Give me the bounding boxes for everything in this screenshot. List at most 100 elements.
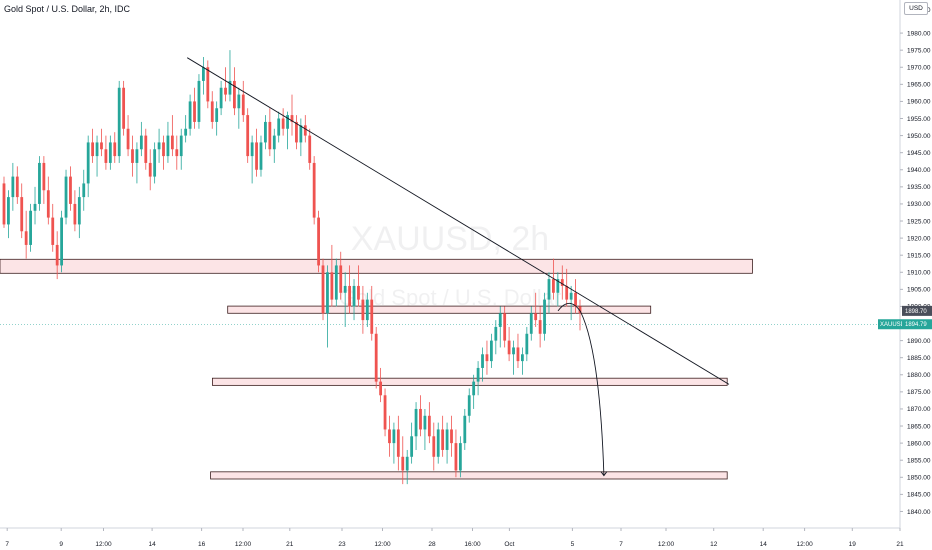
- projection-path[interactable]: [557, 302, 605, 476]
- candle-body: [24, 231, 28, 245]
- x-tick-label: 12: [710, 541, 718, 548]
- candle-body: [534, 313, 538, 321]
- candle: [334, 258, 338, 307]
- currency-button[interactable]: USD: [904, 2, 928, 15]
- candle: [507, 326, 511, 362]
- candle-body: [38, 162, 41, 204]
- candle-body: [321, 265, 325, 314]
- candle: [20, 183, 24, 239]
- last-price-value: 1894.79: [905, 322, 927, 328]
- candle-body: [383, 395, 387, 430]
- candle: [113, 132, 117, 163]
- candle-body: [352, 285, 356, 307]
- x-tick-label: 14: [760, 541, 768, 548]
- candle-body: [281, 118, 285, 129]
- candle-body: [46, 190, 50, 218]
- candle-body: [51, 217, 55, 245]
- candle-body: [64, 176, 68, 218]
- candle-body: [188, 101, 192, 129]
- candle: [55, 231, 59, 280]
- candle-body: [370, 299, 374, 334]
- candle-body: [162, 142, 165, 157]
- resistance-zone-top[interactable]: [0, 258, 753, 274]
- candle-body: [339, 265, 343, 293]
- candle-body: [379, 381, 383, 396]
- candle-body: [458, 443, 462, 471]
- candle-body: [357, 285, 360, 300]
- candle-body: [348, 285, 351, 307]
- current-price-tag: 1898.70: [902, 305, 932, 316]
- candle: [463, 408, 467, 450]
- x-tick-label: 28: [428, 541, 436, 548]
- candle-body: [547, 279, 551, 300]
- y-tick-label: 1865.00: [907, 423, 931, 430]
- y-tick-label: 1905.00: [907, 287, 931, 294]
- candle-body: [392, 429, 396, 444]
- candle-body: [268, 121, 272, 150]
- candle: [370, 285, 374, 341]
- candle: [388, 415, 391, 457]
- support-zone-1877[interactable]: [211, 377, 728, 386]
- y-tick-label: 1955.00: [907, 116, 931, 123]
- candle-body: [264, 121, 267, 143]
- candle-body: [206, 67, 210, 102]
- trendline[interactable]: [186, 57, 730, 385]
- y-tick-label: 1920.00: [907, 235, 931, 242]
- candle: [299, 118, 303, 157]
- candle-body: [95, 142, 99, 157]
- candle: [357, 265, 360, 307]
- candle-body: [15, 176, 19, 198]
- candle-body: [525, 333, 529, 355]
- candle-body: [100, 142, 103, 150]
- candle-body: [574, 292, 577, 307]
- candle: [73, 190, 77, 232]
- candle-body: [241, 94, 245, 116]
- candle: [467, 388, 471, 423]
- y-tick-label: 1960.00: [907, 99, 931, 106]
- current-price-value: 1898.70: [905, 309, 927, 315]
- candle: [246, 108, 250, 163]
- y-tick-label: 1945.00: [907, 150, 931, 157]
- candle: [82, 169, 86, 211]
- candle: [569, 285, 573, 321]
- candle-body: [126, 128, 130, 150]
- candle: [281, 108, 285, 136]
- candle: [69, 166, 72, 211]
- candle-body: [538, 320, 542, 334]
- candle: [2, 176, 6, 228]
- y-tick-label: 1930.00: [907, 201, 931, 208]
- candle-body: [20, 197, 24, 232]
- x-tick-label: 12:00: [95, 541, 112, 548]
- candle: [219, 80, 223, 116]
- candle: [46, 176, 50, 225]
- candle: [489, 333, 493, 368]
- candle-body: [175, 149, 179, 157]
- x-tick-label: 7: [5, 541, 9, 548]
- candle-body: [299, 125, 303, 143]
- candle: [538, 306, 542, 348]
- candle-body: [117, 87, 121, 157]
- candle: [241, 80, 245, 122]
- candle: [148, 149, 152, 191]
- candle: [427, 402, 431, 444]
- candle: [38, 156, 41, 211]
- x-axis[interactable]: 7 9 12:00 14 16 12:00 21 23 12:00 28 16:00 Oct 5 7 12:…: [0, 527, 904, 548]
- candle-body: [560, 279, 564, 286]
- candle: [481, 347, 484, 382]
- candle-body: [104, 149, 108, 163]
- x-tick-label: 12:00: [658, 541, 675, 548]
- x-tick-label: 16: [198, 541, 206, 548]
- candle: [290, 94, 294, 136]
- watermark-symbol: XAUUSD, 2h: [351, 220, 549, 258]
- x-tick-label: 7: [619, 541, 623, 548]
- candle: [326, 265, 329, 348]
- candle-body: [224, 87, 227, 95]
- resistance-zone-mid[interactable]: [227, 305, 652, 314]
- candle-body: [197, 80, 201, 122]
- candle: [565, 268, 569, 307]
- candle-body: [277, 118, 281, 136]
- support-zone-1850[interactable]: [210, 471, 728, 480]
- candle-body: [233, 80, 236, 109]
- candle: [210, 91, 214, 129]
